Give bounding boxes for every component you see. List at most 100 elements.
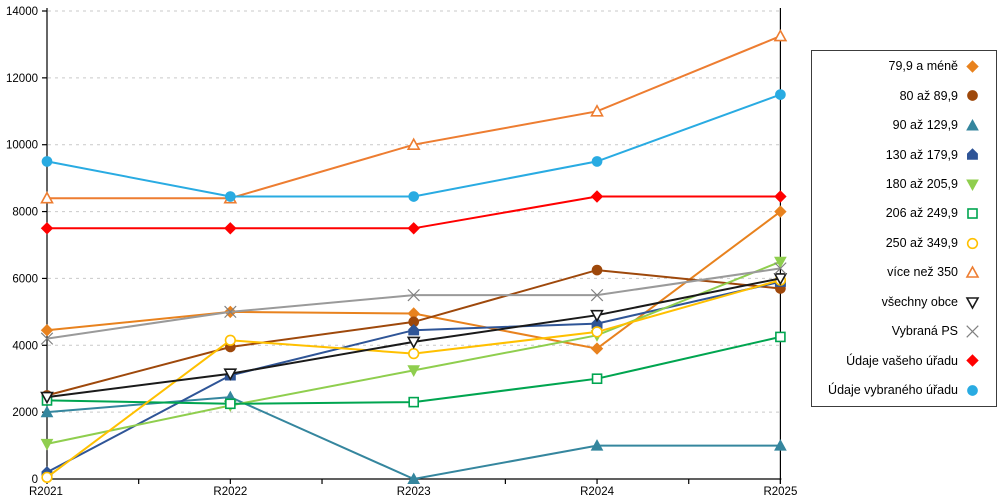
square-marker-icon: [967, 208, 978, 220]
series-marker: [774, 439, 787, 451]
series-marker: [224, 305, 237, 319]
series-marker: [591, 326, 603, 338]
legend-item: více než 350: [812, 259, 996, 287]
series-marker: [967, 385, 978, 396]
series-marker: [40, 332, 54, 345]
series-marker: [225, 191, 236, 202]
series-marker: [225, 398, 236, 410]
x-marker-icon: [966, 325, 979, 338]
series-marker: [41, 156, 53, 167]
legend-item: 180 až 205,9: [812, 170, 996, 198]
series-line: [46, 396, 781, 481]
x-tick-label: R2023: [397, 486, 431, 498]
series-marker: [967, 208, 978, 220]
diamond-marker-icon: [966, 60, 979, 73]
series-marker: [590, 439, 604, 451]
series-marker: [40, 405, 54, 418]
series-marker: [774, 190, 787, 203]
legend-item: 90 až 129,9: [812, 111, 996, 139]
diamond-marker-icon: [966, 354, 979, 368]
legend-item: 80 až 89,9: [812, 82, 996, 110]
series-marker: [967, 148, 978, 161]
y-tick-label: 14000: [6, 6, 38, 18]
legend-item-label: 130 až 179,9: [885, 147, 958, 162]
series-marker: [966, 354, 979, 368]
legend-item-label: 79,9 a méně: [888, 59, 959, 74]
y-tick-label: 10000: [6, 140, 38, 152]
legend-item-label: 180 až 205,9: [885, 177, 958, 192]
series-marker: [774, 205, 787, 218]
series-group: [40, 273, 788, 405]
circle-marker-icon: [967, 385, 978, 396]
legend-item-label: Údaje vybraného úřadu: [828, 383, 958, 398]
series-group: [41, 274, 787, 483]
series-marker: [775, 89, 786, 100]
series-marker: [965, 265, 980, 278]
series-marker: [966, 237, 979, 249]
series-marker: [590, 342, 604, 355]
series-marker: [407, 288, 420, 302]
legend-item-label: 206 až 249,9: [885, 206, 958, 221]
series-group: [41, 89, 786, 202]
series-marker: [965, 296, 980, 310]
triangle-down-marker-icon: [965, 296, 980, 310]
series-marker: [407, 222, 420, 235]
series-marker: [773, 273, 788, 286]
legend-item-label: 80 až 89,9: [899, 88, 958, 103]
series-marker: [775, 331, 786, 343]
series-marker: [773, 28, 788, 42]
y-tick-label: 8000: [12, 207, 38, 219]
series-marker: [224, 222, 237, 235]
series-group: [40, 28, 788, 204]
y-tick-label: 6000: [12, 273, 38, 285]
triangle-up-marker-icon: [966, 118, 979, 131]
series-marker: [40, 323, 54, 337]
series-marker: [966, 118, 979, 131]
x-tick-label: R2024: [580, 486, 614, 498]
series-group: [40, 262, 787, 345]
legend-item-label: 90 až 129,9: [892, 118, 958, 133]
series-marker: [408, 323, 420, 336]
series-marker: [590, 190, 604, 203]
series-marker: [408, 396, 420, 408]
series-marker: [774, 262, 787, 275]
x-tick-label: R2022: [213, 486, 247, 498]
series-marker: [408, 348, 420, 360]
series-marker: [590, 288, 604, 302]
legend-item: 206 až 249,9: [812, 200, 996, 228]
series-marker: [223, 368, 238, 381]
series-marker: [590, 104, 604, 117]
legend-item-label: Údaje vašeho úřadu: [846, 353, 958, 368]
series-marker: [591, 264, 603, 276]
series-marker: [40, 391, 54, 405]
series-marker: [408, 191, 420, 202]
legend-item: všechny obce: [812, 288, 996, 316]
series-marker: [41, 471, 53, 483]
legend-item: 130 až 179,9: [812, 141, 996, 169]
series-group: [40, 190, 787, 235]
series-marker: [407, 365, 421, 377]
legend-item: Údaje vybraného úřadu: [812, 376, 996, 404]
legend-item: 79,9 a méně: [812, 52, 996, 80]
legend-item-label: 250 až 349,9: [885, 235, 958, 250]
legend-item: 250 až 349,9: [812, 229, 996, 257]
series-marker: [591, 156, 603, 167]
series-marker: [407, 472, 421, 484]
series-marker: [966, 179, 979, 191]
series-marker: [967, 90, 978, 102]
triangle-up-marker-icon: [965, 265, 980, 278]
series-marker: [591, 373, 603, 385]
x-tick-label: R2025: [763, 486, 797, 498]
legend: 79,9 a méně 80 až 89,9 90 až 129,9 130 až 1…: [811, 50, 997, 407]
series-marker: [224, 334, 236, 346]
legend-item-label: všechny obce: [881, 294, 958, 309]
series-marker: [406, 137, 421, 150]
legend-item-label: Vybraná PS: [891, 324, 958, 339]
series-marker: [40, 222, 54, 235]
y-tick-label: 2000: [12, 407, 38, 419]
triangle-down-marker-icon: [966, 179, 979, 191]
series-marker: [40, 191, 54, 204]
legend-item: Údaje vašeho úřadu: [812, 347, 996, 375]
